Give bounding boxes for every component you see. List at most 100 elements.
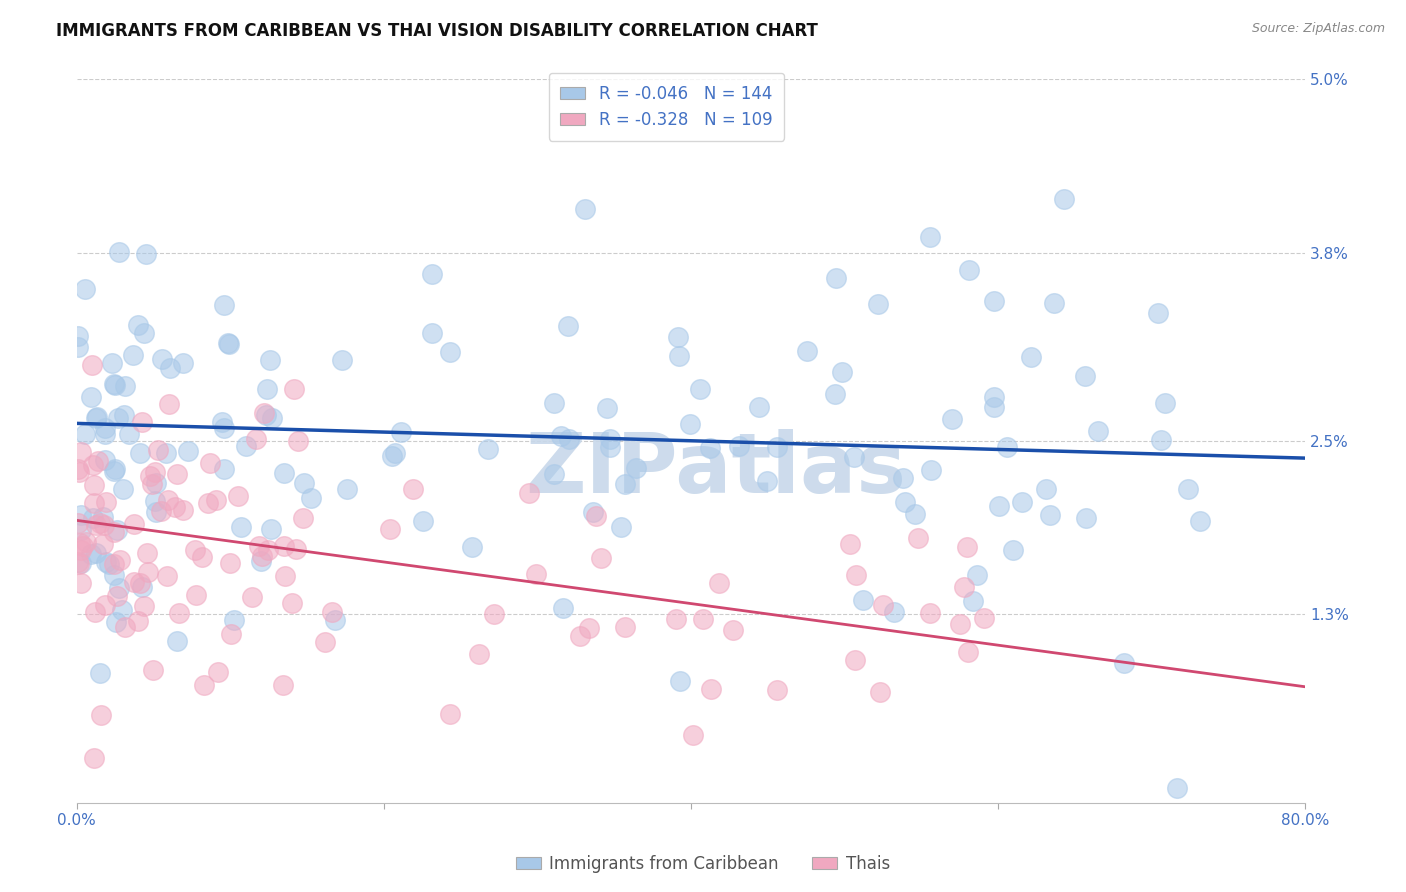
Point <box>689 382 711 396</box>
Point <box>381 449 404 463</box>
Point <box>666 330 689 344</box>
Point <box>159 361 181 376</box>
Point <box>1052 192 1074 206</box>
Point <box>73 282 96 296</box>
Point <box>314 635 336 649</box>
Point <box>166 467 188 481</box>
Point <box>229 519 252 533</box>
Point <box>110 552 132 566</box>
Point <box>104 378 127 392</box>
Point <box>585 509 607 524</box>
Point <box>197 496 219 510</box>
Point <box>599 441 621 455</box>
Point <box>796 344 818 359</box>
Point <box>122 348 145 362</box>
Point <box>1177 483 1199 497</box>
Point <box>205 492 228 507</box>
Point <box>111 602 134 616</box>
Point <box>765 440 787 454</box>
Point <box>614 620 637 634</box>
Point <box>439 706 461 721</box>
Point <box>281 596 304 610</box>
Point <box>962 593 984 607</box>
Point <box>682 728 704 742</box>
Point <box>271 678 294 692</box>
Point <box>1039 508 1062 522</box>
Point <box>83 496 105 510</box>
Point <box>191 549 214 564</box>
Point <box>613 477 636 491</box>
Point <box>94 426 117 441</box>
Point <box>389 425 412 440</box>
Point <box>1076 511 1098 525</box>
Point <box>150 352 173 367</box>
Point <box>118 426 141 441</box>
Point <box>283 382 305 396</box>
Point <box>699 442 721 456</box>
Point <box>143 494 166 508</box>
Legend: Immigrants from Caribbean, Thais: Immigrants from Caribbean, Thais <box>509 848 897 880</box>
Point <box>91 510 114 524</box>
Point <box>995 440 1018 454</box>
Point <box>136 566 159 580</box>
Point <box>883 605 905 619</box>
Point <box>70 508 93 522</box>
Point <box>665 612 688 626</box>
Point <box>249 554 271 568</box>
Point <box>894 495 917 509</box>
Point <box>907 531 929 545</box>
Point <box>143 465 166 479</box>
Point <box>384 446 406 460</box>
Point <box>707 576 730 591</box>
Point <box>558 432 581 446</box>
Point <box>91 537 114 551</box>
Point <box>103 377 125 392</box>
Point <box>67 465 90 479</box>
Point <box>132 599 155 613</box>
Point <box>217 336 239 351</box>
Point <box>86 410 108 425</box>
Point <box>134 326 156 340</box>
Point <box>127 318 149 332</box>
Point <box>128 575 150 590</box>
Point <box>957 263 980 277</box>
Text: IMMIGRANTS FROM CARIBBEAN VS THAI VISION DISABILITY CORRELATION CHART: IMMIGRANTS FROM CARIBBEAN VS THAI VISION… <box>56 22 818 40</box>
Point <box>80 358 103 372</box>
Point <box>260 410 283 425</box>
Point <box>551 600 574 615</box>
Point <box>157 397 180 411</box>
Point <box>80 548 103 562</box>
Point <box>839 537 862 551</box>
Point <box>845 567 868 582</box>
Point <box>920 463 942 477</box>
Point <box>103 567 125 582</box>
Point <box>219 557 242 571</box>
Point <box>75 535 97 549</box>
Point <box>321 605 343 619</box>
Point <box>198 456 221 470</box>
Point <box>177 443 200 458</box>
Point <box>983 400 1005 414</box>
Point <box>557 319 579 334</box>
Point <box>114 379 136 393</box>
Point <box>920 230 942 244</box>
Point <box>212 298 235 312</box>
Point <box>94 453 117 467</box>
Point <box>844 653 866 667</box>
Point <box>172 356 194 370</box>
Point <box>242 590 264 604</box>
Point <box>259 352 281 367</box>
Point <box>1087 424 1109 438</box>
Point <box>184 542 207 557</box>
Point <box>256 383 278 397</box>
Point <box>70 543 93 558</box>
Point <box>291 511 314 525</box>
Point <box>582 505 605 519</box>
Point <box>868 297 890 311</box>
Point <box>254 408 277 422</box>
Point <box>67 462 90 476</box>
Point <box>90 707 112 722</box>
Point <box>70 556 93 570</box>
Point <box>669 673 692 688</box>
Point <box>273 539 295 553</box>
